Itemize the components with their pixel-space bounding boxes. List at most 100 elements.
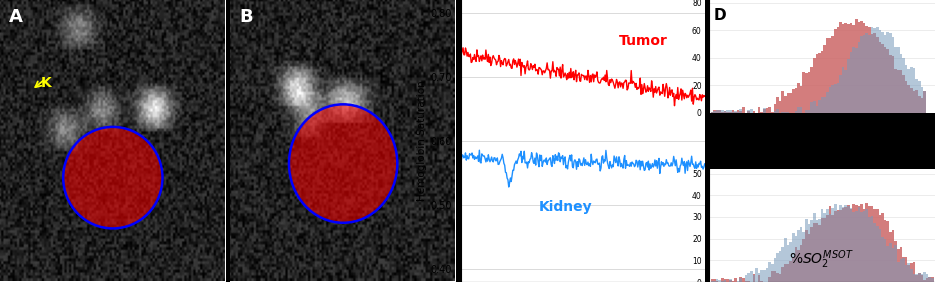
Bar [860,212,863,282]
Bar [915,275,918,282]
Bar [731,110,734,113]
Bar [798,230,799,282]
Bar [811,67,813,113]
Bar [873,33,876,113]
Bar [773,111,776,113]
Bar [866,26,868,113]
Bar [899,248,902,282]
Bar [868,35,870,113]
Bar [884,239,886,282]
Bar [821,97,824,113]
Bar [740,278,742,282]
Bar [763,108,766,113]
Bar [763,109,766,113]
Bar [853,212,855,282]
Bar [755,268,758,282]
Bar [740,277,742,282]
Bar [899,54,902,113]
Bar [834,204,837,282]
Bar [892,56,894,113]
Bar [892,248,894,282]
Bar [923,272,926,282]
Bar [837,27,840,113]
Bar [897,47,899,113]
Bar [863,209,866,282]
Bar [870,27,873,113]
Bar [737,112,740,113]
Bar [840,23,842,113]
Bar [847,206,850,282]
Bar [844,70,847,113]
Bar [808,110,811,113]
Bar [870,206,873,282]
Bar [921,87,923,113]
Bar [805,230,808,282]
Bar [915,79,918,113]
Bar [799,227,802,282]
Bar [721,278,724,282]
Bar [915,274,918,282]
Bar [842,207,844,282]
Bar [747,110,750,113]
Bar [876,209,879,282]
Bar [718,111,721,113]
Bar [766,281,769,282]
Bar [734,278,737,282]
Bar [729,280,731,282]
Bar [711,112,713,113]
Bar [827,38,828,113]
Bar [789,93,792,113]
Bar [784,96,786,113]
Bar [726,111,729,113]
Bar [894,241,897,282]
Text: D: D [713,8,726,23]
Bar [769,107,771,113]
Bar [758,107,760,113]
Bar [827,215,828,282]
Title: Kidney: Kidney [796,154,848,169]
Bar [918,273,921,282]
Bar [782,247,784,282]
Bar [795,87,798,113]
Bar [766,268,769,282]
Bar [716,279,718,282]
Bar [818,219,821,282]
Bar [866,33,868,113]
Bar [771,271,773,282]
Bar [868,217,870,282]
Ellipse shape [64,127,163,228]
Bar [808,234,811,282]
Bar [799,107,802,113]
Bar [716,281,718,282]
Bar [853,47,855,113]
Bar [837,83,840,113]
Bar [815,106,818,113]
Bar [889,55,892,113]
Y-axis label: Hemoglobin Saturation: Hemoglobin Saturation [417,81,427,201]
Bar [857,22,860,113]
Bar [789,242,792,282]
Bar [910,88,913,113]
Bar [808,224,811,282]
Bar [792,257,795,282]
Bar [926,274,928,282]
Bar [773,258,776,282]
Bar [850,52,853,113]
Bar [731,112,734,113]
Bar [918,273,921,282]
Bar [913,68,915,113]
Bar [813,58,815,113]
Text: Tumor: Tumor [619,34,669,48]
Bar [840,206,842,282]
Bar [827,209,828,282]
Bar [713,110,716,113]
Bar [784,264,786,282]
Bar [863,36,866,113]
Bar [789,261,792,282]
Bar [870,216,873,282]
Bar [850,23,853,113]
Bar [921,98,923,113]
Text: B: B [239,8,253,27]
Bar [857,42,860,113]
Bar [894,245,897,282]
